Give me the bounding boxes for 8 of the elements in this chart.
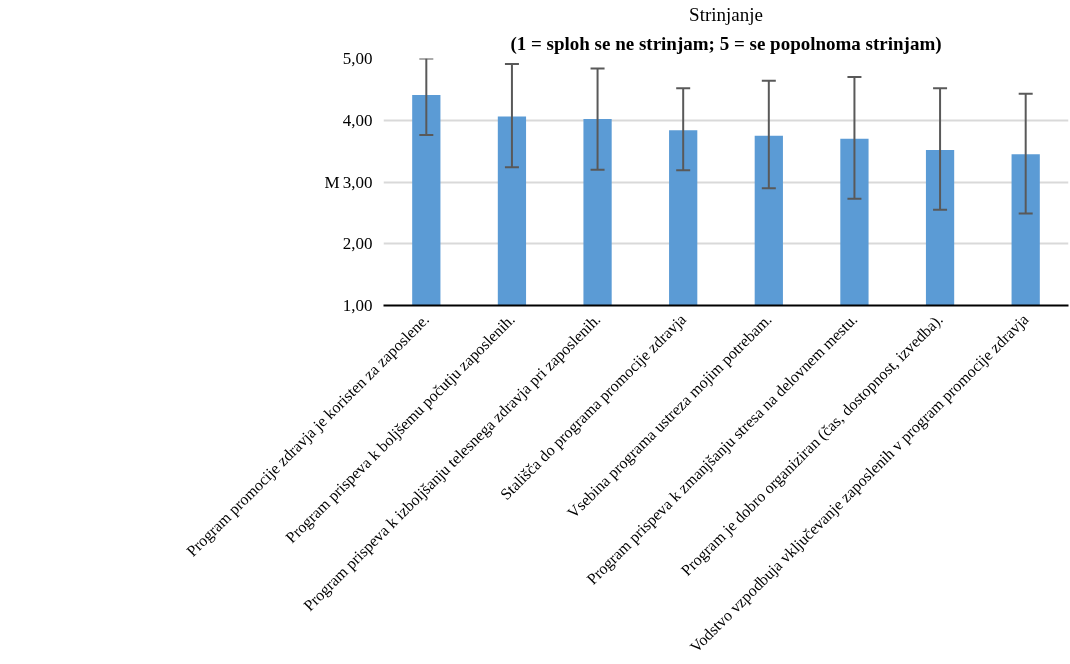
text: M	[324, 172, 340, 192]
chart-subtitle: (1 = sploh se ne strinjam; 5 = se popolnoma strinjam)	[510, 32, 942, 55]
y-tick-label: 3,00	[342, 172, 373, 192]
y-tick-label: 1,00	[342, 296, 373, 315]
y-tick-label: 5,00	[342, 49, 373, 68]
y-tick-label: 2,00	[342, 234, 373, 254]
chart-title: Strinjanje	[689, 3, 763, 25]
y-tick-label: 4,00	[342, 110, 373, 130]
